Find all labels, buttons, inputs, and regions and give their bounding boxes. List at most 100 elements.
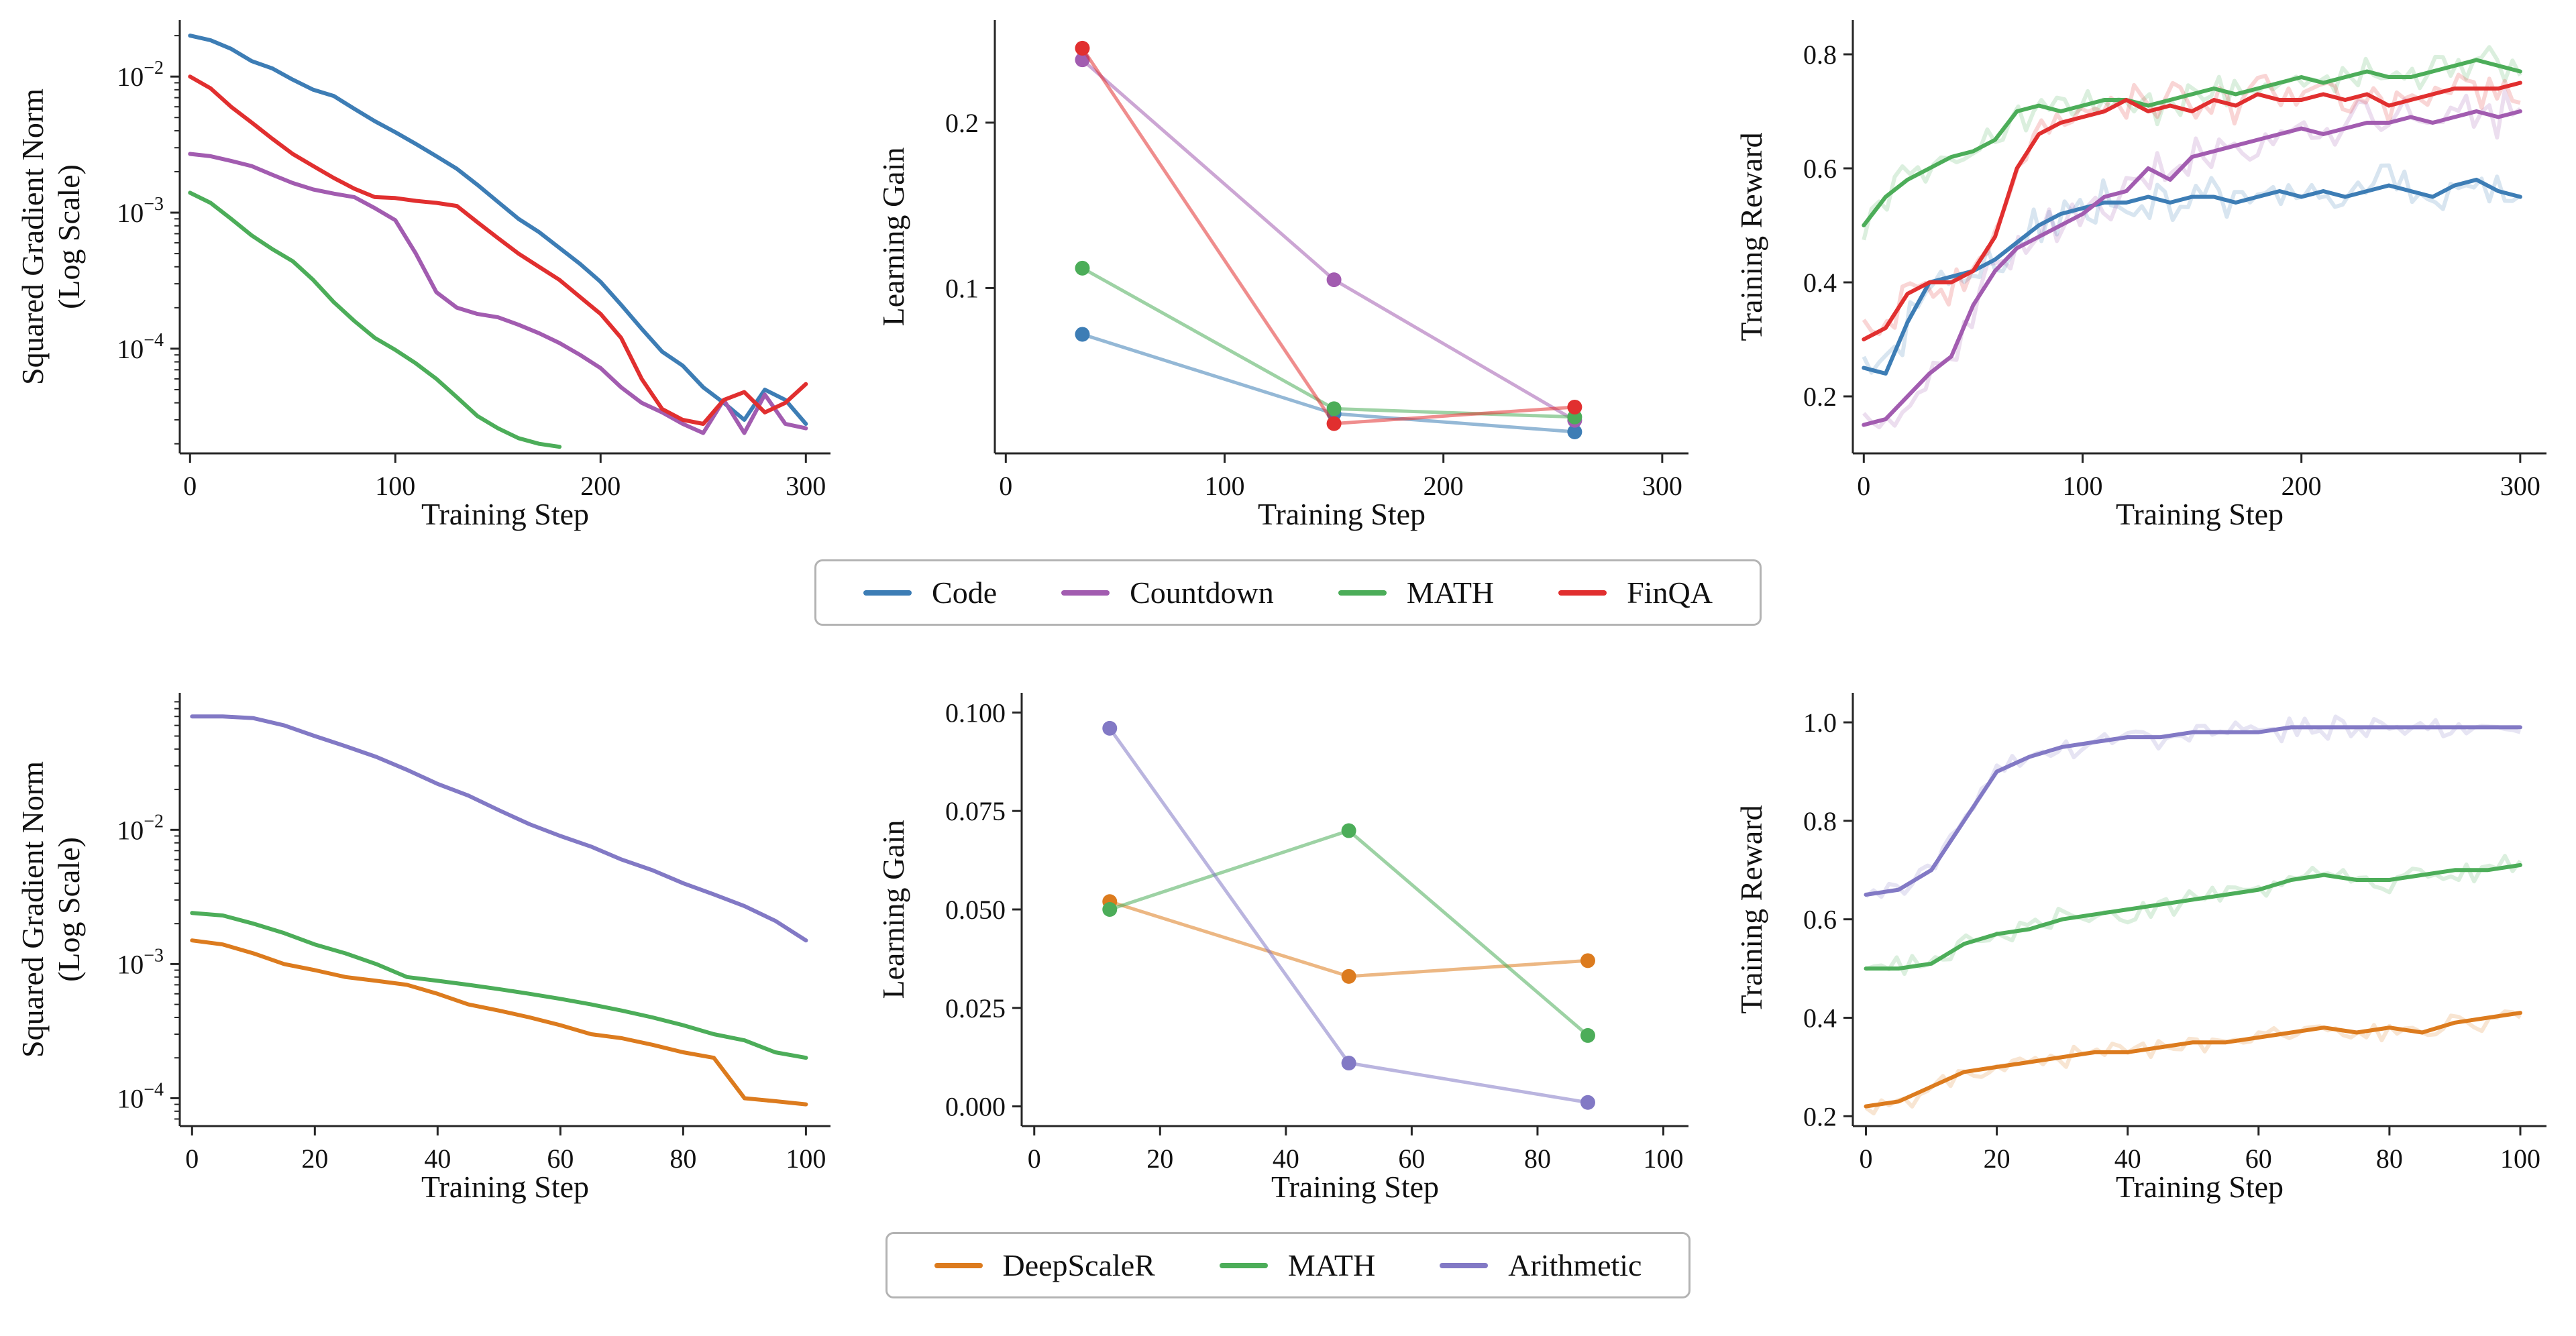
x-ticks: 0 100 200 300 bbox=[1857, 453, 2540, 501]
x-tick-label: 60 bbox=[1398, 1144, 1425, 1174]
x-tick-label: 100 bbox=[375, 471, 415, 501]
x-axis-label: Training Step bbox=[2116, 497, 2284, 531]
series-group bbox=[1862, 45, 2522, 430]
y-axis-label: Squared Gradient Norm bbox=[15, 89, 50, 385]
y-ticks: 0.2 0.4 0.6 0.8 1.0 bbox=[1803, 708, 1853, 1131]
bottom-charts-row: 0 20 40 60 80 100 10−2 10−3 10−4 Training Step Squ… bbox=[11, 678, 2565, 1215]
x-tick-label: 40 bbox=[2114, 1144, 2141, 1174]
y-ticks: 0.000 0.025 0.050 0.075 0.100 bbox=[945, 698, 1022, 1122]
series-math bbox=[1108, 829, 1590, 1038]
y-ticks: 10−2 10−3 10−4 bbox=[117, 701, 180, 1120]
x-axis-label: Training Step bbox=[2116, 1170, 2284, 1204]
y-tick-label: 0.8 bbox=[1803, 806, 1837, 836]
y-tick-label: 0.075 bbox=[945, 796, 1006, 826]
series-countdown bbox=[188, 152, 808, 435]
legend-label: Countdown bbox=[1130, 575, 1274, 610]
y-axis-label: Learning Gain bbox=[876, 148, 910, 327]
x-ticks: 0 20 40 60 80 100 bbox=[185, 1126, 826, 1174]
marker-code bbox=[1075, 327, 1090, 342]
chart-reward-bottom: 0 20 40 60 80 100 0.2 0.4 0.6 0.8 1.0 Training Step… bbox=[1734, 693, 2546, 1204]
raw-series-countdown bbox=[1862, 89, 2522, 430]
x-axis-label: Training Step bbox=[421, 1170, 589, 1204]
series-finqa bbox=[188, 74, 808, 426]
x-tick-label: 200 bbox=[2282, 471, 2322, 501]
chart-cell-reward-top: 0 100 200 300 0.2 0.4 0.6 0.8 Training Step Train… bbox=[1727, 5, 2565, 542]
y-axis-label: Training Reward bbox=[1734, 132, 1768, 341]
legend-item-math: MATH bbox=[1219, 1247, 1375, 1283]
marker-arithmetic bbox=[1341, 1056, 1356, 1071]
x-ticks: 0 100 200 300 bbox=[999, 453, 1682, 501]
x-ticks: 0 100 200 300 bbox=[183, 453, 826, 501]
series-math bbox=[1864, 862, 2522, 971]
legend-label: Code bbox=[932, 575, 998, 610]
legend-line-swatch bbox=[1558, 590, 1607, 596]
y-tick-label: 0.8 bbox=[1803, 40, 1837, 70]
x-tick-label: 0 bbox=[999, 471, 1012, 501]
series-math bbox=[1081, 266, 1576, 419]
x-tick-label: 0 bbox=[185, 1144, 199, 1174]
y-tick-label: 0.4 bbox=[1803, 1003, 1837, 1034]
x-tick-label: 0 bbox=[1028, 1144, 1041, 1174]
x-ticks: 0 20 40 60 80 100 bbox=[1028, 1126, 1683, 1174]
x-tick-label: 0 bbox=[1857, 471, 1870, 501]
y-axis-label: Training Reward bbox=[1734, 805, 1768, 1013]
y-tick-label: 0.1 bbox=[945, 273, 979, 303]
legend-line-swatch bbox=[1219, 1262, 1268, 1268]
y-tick-label: 0.2 bbox=[945, 108, 979, 138]
legend-label: Arithmetic bbox=[1508, 1248, 1642, 1282]
series-math bbox=[1862, 58, 2522, 227]
raw-series-deepscaler bbox=[1864, 1009, 2522, 1116]
y-tick-label: 10−2 bbox=[117, 811, 164, 845]
y-axis-label: Squared Gradient Norm bbox=[15, 761, 50, 1058]
x-tick-label: 100 bbox=[1643, 1144, 1683, 1174]
x-tick-label: 200 bbox=[1424, 471, 1464, 501]
y-tick-label: 10−3 bbox=[117, 194, 164, 228]
y-tick-label: 10−4 bbox=[117, 330, 164, 364]
x-tick-label: 300 bbox=[2500, 471, 2540, 501]
chart-cell-grad-norm-bottom: 0 20 40 60 80 100 10−2 10−3 10−4 Training Step Squ… bbox=[11, 678, 849, 1215]
y-tick-label: 0.6 bbox=[1803, 905, 1837, 935]
y-tick-label: 1.0 bbox=[1803, 708, 1837, 738]
series-deepscaler bbox=[1864, 1011, 2522, 1109]
marker-math bbox=[1075, 260, 1090, 276]
y-axis-label: Learning Gain bbox=[876, 820, 910, 999]
x-tick-label: 300 bbox=[1642, 471, 1682, 501]
x-tick-label: 200 bbox=[580, 471, 621, 501]
x-tick-label: 20 bbox=[1146, 1144, 1173, 1174]
chart-grad-norm-top: 0 100 200 300 10−2 10−3 10−4 Training Step Squar… bbox=[15, 20, 830, 531]
x-ticks: 0 20 40 60 80 100 bbox=[1860, 1126, 2540, 1174]
marker-finqa bbox=[1075, 40, 1090, 56]
y-tick-label: 0.4 bbox=[1803, 268, 1837, 298]
legend-label: FinQA bbox=[1627, 575, 1713, 610]
x-tick-label: 60 bbox=[2245, 1144, 2272, 1174]
series-arithmetic bbox=[190, 714, 808, 943]
x-tick-label: 20 bbox=[301, 1144, 328, 1174]
raw-series-finqa bbox=[1862, 72, 2521, 336]
legend-label: DeepScaleR bbox=[1002, 1248, 1155, 1282]
y-tick-label: 0.050 bbox=[945, 895, 1006, 925]
legend-label: MATH bbox=[1406, 575, 1495, 610]
bottom-legend-row: DeepScaleR MATH Arithmetic bbox=[11, 1232, 2565, 1298]
legend-item-code: Code bbox=[863, 575, 997, 610]
marker-countdown bbox=[1326, 272, 1342, 288]
y-axis-label: (Log Scale) bbox=[52, 164, 86, 309]
chart-learning-gain-top: 0 100 200 300 0.1 0.2 Training Step Learning Ga… bbox=[876, 20, 1688, 531]
marker-deepscaler bbox=[1580, 953, 1595, 968]
y-ticks: 10−2 10−3 10−4 bbox=[117, 35, 180, 445]
legend-box: DeepScaleR MATH Arithmetic bbox=[885, 1232, 1691, 1298]
x-tick-label: 100 bbox=[1204, 471, 1244, 501]
x-tick-label: 0 bbox=[1860, 1144, 1873, 1174]
raw-series-math bbox=[1862, 45, 2522, 241]
top-charts-row: 0 100 200 300 10−2 10−3 10−4 Training Step Squar… bbox=[11, 5, 2565, 542]
y-ticks: 0.1 0.2 bbox=[945, 108, 995, 303]
chart-grad-norm-bottom: 0 20 40 60 80 100 10−2 10−3 10−4 Training Step Squ… bbox=[15, 693, 830, 1204]
marker-math bbox=[1102, 902, 1118, 917]
legend-item-deepscaler: DeepScaleR bbox=[934, 1247, 1155, 1283]
series-finqa bbox=[1081, 46, 1576, 426]
x-tick-label: 100 bbox=[2062, 471, 2102, 501]
marker-deepscaler bbox=[1341, 968, 1356, 984]
series-group bbox=[188, 34, 808, 449]
marker-finqa bbox=[1326, 416, 1342, 431]
legend-line-swatch bbox=[934, 1262, 983, 1268]
